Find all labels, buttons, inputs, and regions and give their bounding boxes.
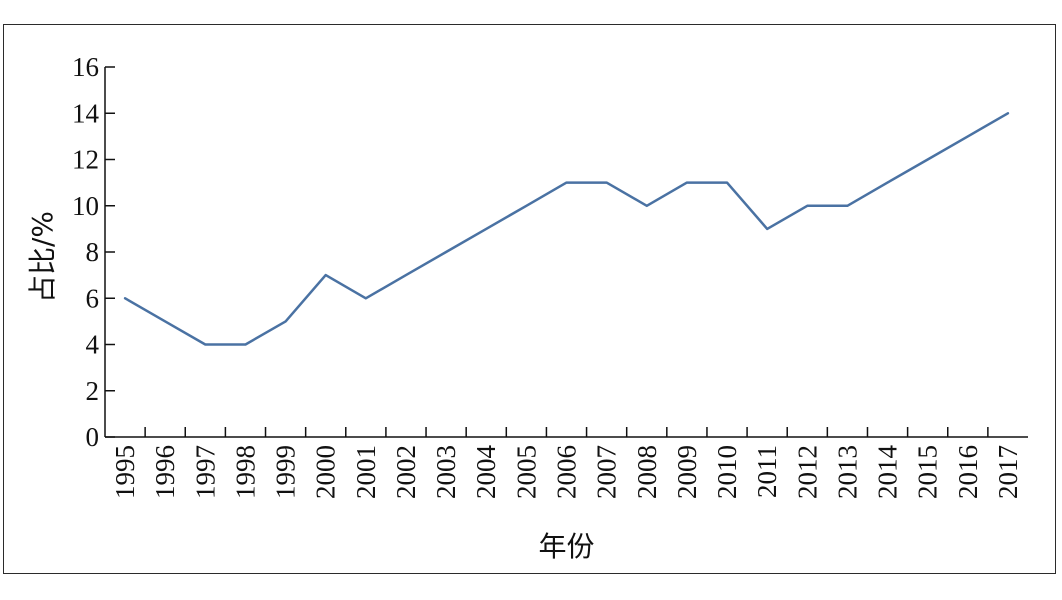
- x-tick-label: 1999: [271, 445, 301, 499]
- x-axis-label: 年份: [538, 530, 594, 563]
- y-tick-label: 14: [72, 98, 100, 128]
- y-tick-label: 2: [86, 376, 100, 406]
- x-tick-label: 2010: [712, 445, 742, 499]
- x-tick-label: 2013: [832, 445, 862, 499]
- x-tick-label: 2002: [391, 445, 421, 499]
- y-tick-label: 10: [72, 191, 99, 221]
- x-tick-label: 2012: [792, 445, 822, 499]
- y-tick-label: 8: [86, 237, 100, 267]
- x-tick-label: 2015: [913, 445, 943, 499]
- x-tick-label: 2014: [873, 445, 903, 500]
- x-tick-label: 2004: [471, 445, 501, 500]
- axes: [105, 67, 1028, 437]
- x-tick-label: 2001: [351, 445, 381, 499]
- x-tick-label: 1996: [150, 445, 180, 499]
- y-tick-label: 4: [86, 330, 100, 360]
- x-tick-label: 2016: [953, 445, 983, 499]
- y-tick-label: 0: [86, 422, 100, 452]
- x-tick-label: 1995: [110, 445, 140, 499]
- x-ticks: 1995 1996 1997 1998 1999 2000 2001 2002 2003 2004…: [110, 427, 1023, 499]
- series-layer: [125, 113, 1008, 344]
- x-tick-label: 2003: [431, 445, 461, 499]
- y-ticks: 0 2 4 6 8 10 12 14 16: [72, 52, 115, 452]
- y-tick-label: 6: [86, 283, 100, 313]
- y-tick-label: 16: [72, 52, 99, 82]
- x-tick-label: 2009: [672, 445, 702, 499]
- x-tick-label: 2011: [752, 445, 782, 498]
- y-axis-label: 占比/%: [26, 211, 59, 303]
- x-tick-label: 2007: [592, 445, 622, 499]
- x-tick-label: 1997: [190, 445, 220, 499]
- x-tick-label: 2005: [511, 445, 541, 499]
- x-tick-label: 2017: [993, 445, 1023, 499]
- series-line: [125, 113, 1008, 344]
- x-tick-label: 2008: [632, 445, 662, 499]
- x-tick-label: 1998: [230, 445, 260, 499]
- x-tick-label: 2000: [311, 445, 341, 499]
- x-tick-label: 2006: [552, 445, 582, 499]
- y-tick-label: 12: [72, 145, 99, 175]
